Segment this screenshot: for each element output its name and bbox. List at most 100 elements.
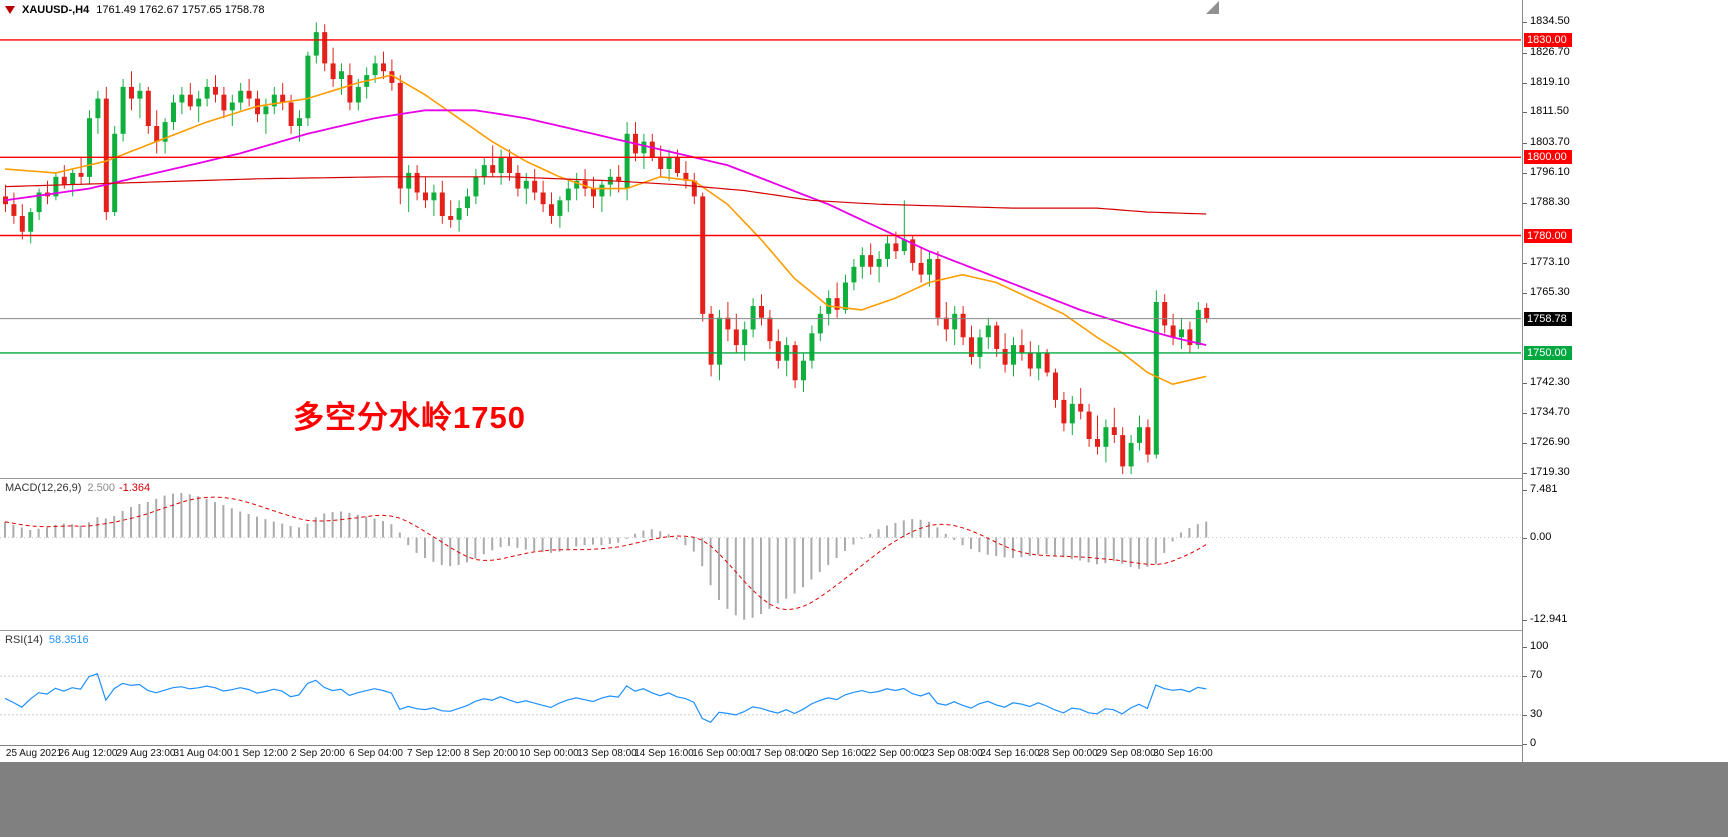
candle-body xyxy=(171,102,176,123)
candle-body xyxy=(238,90,244,103)
candle-body xyxy=(725,317,731,330)
candle-body xyxy=(490,165,496,173)
axis-tick-mark xyxy=(1523,676,1527,677)
candle-body xyxy=(901,239,907,252)
candle-body xyxy=(1103,427,1109,447)
candle-body xyxy=(1111,427,1117,435)
candle-body xyxy=(448,216,454,220)
candle-body xyxy=(36,192,42,213)
candle-body xyxy=(19,216,25,232)
rsi-scale-label: 30 xyxy=(1530,708,1543,720)
candle-body xyxy=(616,176,622,181)
candle-body xyxy=(893,243,899,252)
date-label: 20 Sep 16:00 xyxy=(807,748,867,759)
candle-body xyxy=(523,180,529,189)
candle-body xyxy=(885,243,890,259)
date-label: 1 Sep 12:00 xyxy=(234,748,288,759)
axis-tick-mark xyxy=(1523,173,1527,174)
candle-body xyxy=(1187,329,1193,346)
candle-body xyxy=(204,86,210,99)
candle-body xyxy=(473,176,479,197)
candle-body xyxy=(11,204,17,216)
candle-body xyxy=(1019,345,1025,353)
candle-body xyxy=(717,317,722,365)
candle-body xyxy=(851,266,857,283)
candle-body xyxy=(1078,403,1084,412)
candle-body xyxy=(129,86,134,99)
candle-body xyxy=(1053,372,1058,400)
candle-body xyxy=(775,341,781,361)
macd-scale-label: 0.00 xyxy=(1530,531,1552,543)
candle-body xyxy=(927,259,932,275)
candle-body xyxy=(1044,352,1050,373)
candle-body xyxy=(414,172,420,193)
rsi-indicator-label: RSI(14) 58.3516 xyxy=(5,634,89,646)
main-price-chart[interactable] xyxy=(0,0,1522,479)
candle-body xyxy=(439,192,445,216)
candle-body xyxy=(70,172,76,185)
candle-body xyxy=(658,157,664,169)
macd-scale-label: 7.481 xyxy=(1530,483,1558,495)
candle-body xyxy=(641,141,647,154)
candle-body xyxy=(918,262,924,275)
candle-body xyxy=(347,75,353,103)
axis-tick-mark xyxy=(1523,413,1527,414)
ma-magenta-mid xyxy=(4,109,1207,346)
level-price-label: 1750.00 xyxy=(1524,346,1572,360)
candle-body xyxy=(801,360,806,381)
axis-tick-mark xyxy=(1523,538,1527,539)
candle-body xyxy=(120,86,126,134)
candle-body xyxy=(1179,329,1184,338)
rsi-value: 58.3516 xyxy=(48,634,89,646)
candle-body xyxy=(507,157,512,173)
date-label: 29 Sep 08:00 xyxy=(1096,748,1156,759)
candle-body xyxy=(1036,352,1042,369)
time-axis[interactable]: 25 Aug 2021 26 Aug 12:00 29 Aug 23:00 31 Au… xyxy=(0,746,1522,762)
candle-body xyxy=(95,98,101,119)
candle-body xyxy=(305,55,311,119)
price-tick-label: 1742.30 xyxy=(1530,376,1570,388)
date-label: 16 Sep 00:00 xyxy=(692,748,752,759)
macd-panel[interactable] xyxy=(0,479,1522,630)
price-tick-label: 1803.70 xyxy=(1530,136,1570,148)
price-tick-label: 1719.30 xyxy=(1530,466,1570,478)
rsi-name: RSI(14) xyxy=(5,634,43,646)
axis-tick-mark xyxy=(1523,620,1527,621)
chart-header: XAUUSD-,H4 1761.49 1762.67 1757.65 1758.… xyxy=(5,4,264,16)
axis-tick-mark xyxy=(1523,647,1527,648)
price-tick-label: 1788.30 xyxy=(1530,196,1570,208)
candle-body xyxy=(868,255,874,267)
candle-body xyxy=(1120,435,1126,467)
candle-body xyxy=(960,313,966,338)
symbol-marker-icon xyxy=(5,6,15,14)
candle-body xyxy=(994,325,1000,349)
candle-body xyxy=(675,157,680,173)
candle-body xyxy=(498,157,504,173)
candle-body xyxy=(78,172,84,177)
candle-body xyxy=(817,313,823,334)
price-axis[interactable]: 1834.50 1826.70 1819.10 1811.50 1803.70 1796.… xyxy=(1522,0,1728,762)
panel-separator[interactable] xyxy=(0,478,1728,479)
price-tick-label: 1796.10 xyxy=(1530,166,1570,178)
candle-body xyxy=(355,86,361,103)
rsi-panel[interactable] xyxy=(0,631,1522,745)
candle-body xyxy=(733,329,739,346)
candle-body xyxy=(481,165,487,177)
date-label: 7 Sep 12:00 xyxy=(407,748,461,759)
price-tick-label: 1726.90 xyxy=(1530,436,1570,448)
price-tick-label: 1773.10 xyxy=(1530,256,1570,268)
rsi-line xyxy=(4,673,1207,724)
candle-body xyxy=(229,102,235,111)
candle-body xyxy=(313,32,319,56)
date-label: 31 Aug 04:00 xyxy=(173,748,233,759)
macd-signal-line xyxy=(4,496,1207,611)
candle-body xyxy=(423,192,428,201)
candle-body xyxy=(1069,403,1075,424)
candle-body xyxy=(297,118,302,126)
candle-body xyxy=(649,141,655,158)
axis-tick-mark xyxy=(1523,715,1527,716)
rsi-scale-label: 70 xyxy=(1530,669,1543,681)
date-label: 14 Sep 16:00 xyxy=(634,748,694,759)
panel-separator[interactable] xyxy=(0,630,1728,631)
candle-body xyxy=(288,102,294,126)
